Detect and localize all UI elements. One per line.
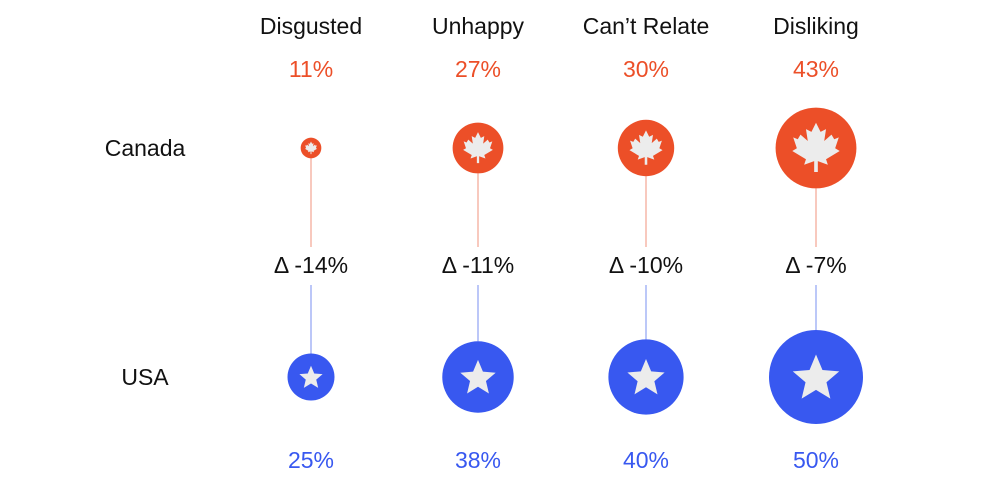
canada-value-label: 30% [623, 56, 669, 82]
usa-row [287, 330, 863, 424]
category-header-unhappy: Unhappy [432, 13, 525, 39]
connectors [310, 158, 817, 354]
category-header-disgusted: Disgusted [260, 13, 362, 39]
row-label-usa: USA [121, 364, 169, 390]
maple-leaf-icon [629, 130, 663, 165]
canada-row [300, 107, 857, 189]
category-header-can-t-relate: Can’t Relate [583, 13, 710, 39]
delta-label: Δ -14% [274, 252, 348, 278]
usa-value-label: 38% [455, 447, 501, 473]
chart-text: Canada USA Disgusted 11% Δ -14% 25% Unhappy 27%… [105, 13, 859, 473]
usa-value-label: 25% [288, 447, 334, 473]
delta-label: Δ -10% [609, 252, 683, 278]
star-icon [627, 358, 665, 395]
maple-leaf-icon [304, 141, 318, 155]
usa-value-label: 50% [793, 447, 839, 473]
canada-value-label: 43% [793, 56, 839, 82]
usa-value-label: 40% [623, 447, 669, 473]
star-icon [792, 354, 840, 399]
delta-label: Δ -11% [442, 252, 514, 278]
maple-leaf-icon [792, 122, 840, 173]
row-label-canada: Canada [105, 135, 186, 161]
maple-leaf-icon [463, 132, 493, 164]
delta-label: Δ -7% [785, 252, 846, 278]
canada-value-label: 27% [455, 56, 501, 82]
star-icon [299, 365, 323, 388]
category-header-disliking: Disliking [773, 13, 859, 39]
star-icon [460, 359, 496, 394]
canada-value-label: 11% [289, 56, 333, 82]
